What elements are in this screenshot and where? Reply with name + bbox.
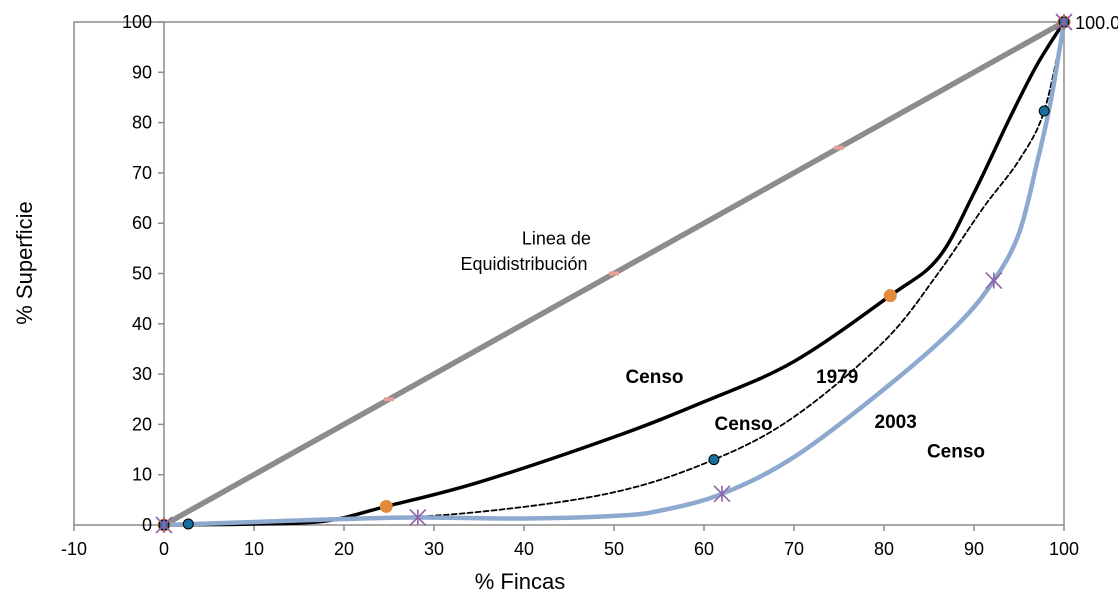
- annotation-year_1979: 1979: [816, 367, 858, 388]
- plot-frame: [73, 21, 1065, 526]
- marker-censo_2003: [708, 454, 720, 466]
- annotation-censo_a: Censo: [625, 367, 683, 388]
- x-tick-label: 30: [424, 539, 444, 559]
- marker-censo_third: [155, 516, 173, 534]
- annotation-linea_line1: Linea de: [522, 228, 591, 248]
- x-tick-label: -10: [61, 539, 87, 559]
- x-tick-label: 20: [334, 539, 354, 559]
- x-tick-label: 90: [964, 539, 984, 559]
- y-tick-label: 100: [122, 12, 152, 32]
- y-tick-label: 70: [132, 163, 152, 183]
- y-tick-label: 0: [142, 515, 152, 535]
- x-tick-label: 80: [874, 539, 894, 559]
- x-tick-label: 40: [514, 539, 534, 559]
- y-tick-label: 30: [132, 364, 152, 384]
- annotation-censo_b: Censo: [715, 414, 773, 435]
- y-tick-label: 20: [132, 414, 152, 434]
- annotation-linea_line2: Equidistribución: [460, 254, 587, 274]
- marker-equidistribution: [834, 145, 844, 150]
- marker-censo_1979: [883, 289, 897, 303]
- y-axis-title: % Superficie: [12, 201, 37, 325]
- x-tick-label: 0: [159, 539, 169, 559]
- x-tick-label: 10: [244, 539, 264, 559]
- marker-censo_third: [713, 485, 731, 503]
- x-axis-title: % Fincas: [475, 569, 565, 594]
- x-tick-label: 50: [604, 539, 624, 559]
- x-tick-label: 70: [784, 539, 804, 559]
- marker-censo_2003: [182, 518, 194, 530]
- y-tick-label: 60: [132, 213, 152, 233]
- annotation-year_2003: 2003: [875, 412, 917, 433]
- marker-censo_third: [985, 271, 1003, 290]
- marker-censo_third: [1055, 13, 1073, 31]
- y-tick-label: 90: [132, 62, 152, 82]
- annotations-layer: Linea de Equidistribución Censo 1979 Censo 20…: [460, 13, 1118, 463]
- marker-equidistribution: [609, 271, 619, 276]
- annotation-censo_c: Censo: [927, 442, 985, 463]
- marker-censo_third: [409, 508, 427, 527]
- y-tick-label: 80: [132, 113, 152, 133]
- axes: 0 10 20 30 40 50 60 70 80 90 100 -10 0 10 20 30 40 50 60 70…: [61, 12, 1079, 559]
- x-tick-label: 100: [1049, 539, 1079, 559]
- annotation-end_label: 100.00: [1075, 13, 1118, 33]
- markers-layer: [155, 13, 1073, 534]
- x-tick-label: 60: [694, 539, 714, 559]
- marker-censo_2003: [1038, 105, 1050, 117]
- y-tick-label: 40: [132, 314, 152, 334]
- y-tick-label: 50: [132, 264, 152, 284]
- series-line-censo_third: [161, 19, 1067, 528]
- y-tick-label: 10: [132, 465, 152, 485]
- marker-equidistribution: [384, 397, 394, 402]
- marker-censo_1979: [379, 499, 393, 513]
